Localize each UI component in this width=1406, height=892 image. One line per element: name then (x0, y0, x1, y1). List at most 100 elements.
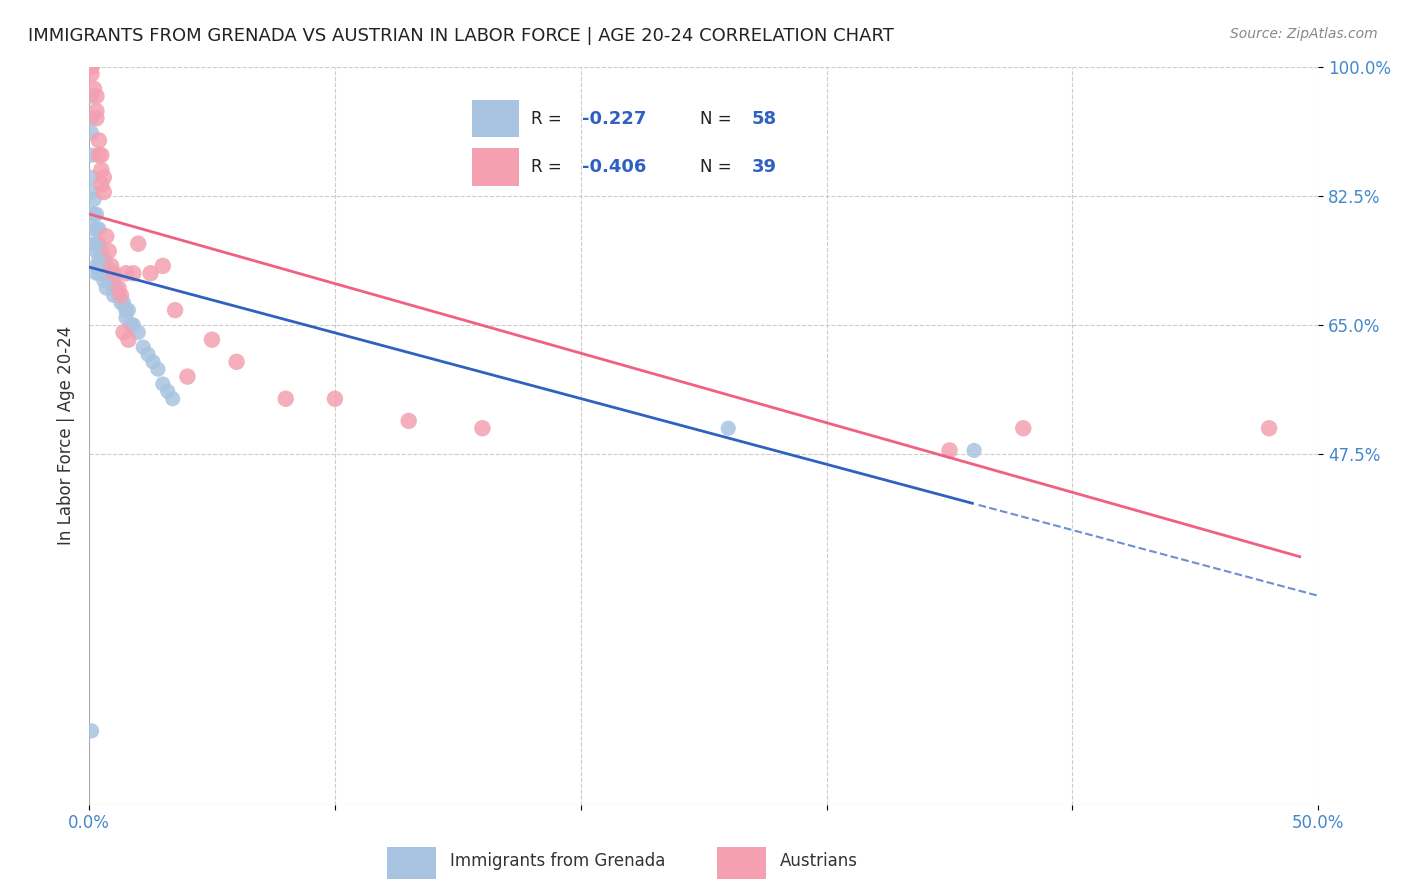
Text: R =: R = (531, 111, 567, 128)
Point (115, 310, 138, 325)
Point (80, 207, 103, 221)
Point (152, 376, 174, 391)
Point (115, 266, 138, 280)
Point (90, 148, 112, 162)
Point (176, 369, 198, 384)
Point (83, 207, 105, 221)
Point (156, 384, 179, 399)
Text: Austrians: Austrians (780, 852, 858, 870)
Point (398, 414, 420, 428)
Point (938, 443, 960, 458)
Point (93, 266, 115, 280)
Point (90, 178, 112, 192)
Point (86, 222, 108, 236)
Point (86, 207, 108, 221)
Point (115, 303, 138, 318)
Point (80, 60, 103, 74)
Text: 58: 58 (751, 111, 776, 128)
Point (83, 236, 105, 251)
Point (93, 170, 115, 185)
Point (87, 222, 110, 236)
Text: Immigrants from Grenada: Immigrants from Grenada (450, 852, 665, 870)
FancyBboxPatch shape (387, 847, 436, 879)
Point (90, 259, 112, 273)
Point (96, 259, 118, 273)
Point (86, 103, 108, 118)
Point (103, 266, 125, 280)
Point (122, 266, 145, 280)
Point (93, 185, 115, 199)
Point (162, 392, 184, 406)
Y-axis label: In Labor Force | Age 20-24: In Labor Force | Age 20-24 (58, 326, 75, 545)
Point (274, 392, 297, 406)
Point (90, 244, 112, 259)
Text: 39: 39 (751, 159, 776, 177)
Point (96, 229, 118, 244)
Point (323, 392, 346, 406)
Point (83, 81, 105, 95)
Text: N =: N = (700, 111, 737, 128)
Point (112, 326, 135, 340)
Point (139, 266, 162, 280)
Point (127, 326, 149, 340)
Point (80, 112, 103, 126)
Point (86, 112, 108, 126)
Point (136, 347, 159, 361)
Point (87, 259, 110, 273)
Point (96, 266, 118, 280)
Point (112, 295, 135, 310)
Point (1258, 421, 1281, 435)
Point (122, 318, 145, 332)
Point (471, 421, 494, 435)
Point (87, 133, 110, 147)
Point (96, 281, 118, 295)
Point (100, 266, 122, 280)
Point (87, 236, 110, 251)
Point (97, 266, 120, 280)
Point (97, 274, 120, 288)
Point (117, 303, 139, 318)
Point (86, 236, 108, 251)
Point (90, 266, 112, 280)
Point (93, 274, 115, 288)
Point (83, 222, 105, 236)
FancyBboxPatch shape (472, 148, 519, 186)
Text: R =: R = (531, 159, 567, 177)
Point (132, 340, 155, 354)
Point (127, 236, 149, 251)
Point (142, 355, 165, 369)
Point (86, 266, 108, 280)
Point (107, 288, 129, 302)
FancyBboxPatch shape (717, 847, 766, 879)
Point (86, 89, 108, 103)
Point (90, 163, 112, 178)
Point (80, 723, 103, 738)
Point (117, 333, 139, 347)
Point (86, 244, 108, 259)
Point (80, 60, 103, 74)
Point (83, 193, 105, 207)
Point (80, 89, 103, 103)
FancyBboxPatch shape (472, 100, 519, 137)
Point (87, 266, 110, 280)
Point (1012, 421, 1035, 435)
Point (201, 333, 224, 347)
Point (80, 148, 103, 162)
Point (165, 303, 187, 318)
Point (225, 355, 247, 369)
Point (120, 318, 142, 332)
Point (103, 288, 125, 302)
Text: N =: N = (700, 159, 737, 177)
Point (87, 252, 110, 266)
Text: -0.406: -0.406 (582, 159, 647, 177)
Point (80, 67, 103, 81)
Text: IMMIGRANTS FROM GRENADA VS AUSTRIAN IN LABOR FORCE | AGE 20-24 CORRELATION CHART: IMMIGRANTS FROM GRENADA VS AUSTRIAN IN L… (28, 27, 894, 45)
Point (963, 443, 986, 458)
Point (717, 421, 740, 435)
Point (103, 274, 125, 288)
Point (80, 60, 103, 74)
Point (86, 259, 108, 273)
Point (110, 288, 132, 302)
Point (146, 362, 169, 376)
Point (107, 281, 129, 295)
